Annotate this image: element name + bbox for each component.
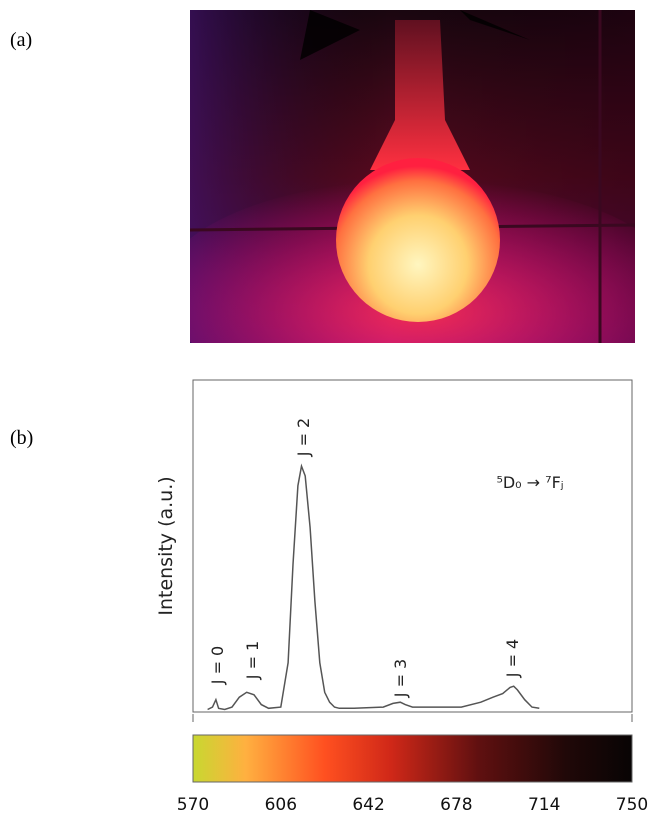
x-tick-label: 714 <box>528 795 560 815</box>
x-tick-label: 606 <box>265 795 297 815</box>
annotation: J = 0 <box>208 646 227 685</box>
annotation: J = 3 <box>391 659 410 698</box>
x-tick-label: 750 <box>616 795 648 815</box>
x-tick-label: 570 <box>177 795 209 815</box>
x-tick-label: 642 <box>352 795 384 815</box>
annotation: J = 4 <box>503 639 522 678</box>
annotation: ⁵D₀ → ⁷Fⱼ <box>496 473 563 492</box>
y-axis-label: Intensity (a.u.) <box>155 476 177 615</box>
figure: (a) (b) 570 606 642 678 714 750 Intensity (a.u… <box>0 0 649 821</box>
annotation: J = 2 <box>294 418 313 457</box>
page: (a) (b) 570 606 642 678 714 750 Intensity (a.u… <box>0 0 649 821</box>
annotation: J = 1 <box>243 641 262 680</box>
photo <box>160 10 649 400</box>
x-tick-label: 678 <box>440 795 472 815</box>
panel-label: (b) <box>10 427 33 449</box>
colorbar <box>193 735 632 782</box>
panel-label: (a) <box>10 29 32 51</box>
